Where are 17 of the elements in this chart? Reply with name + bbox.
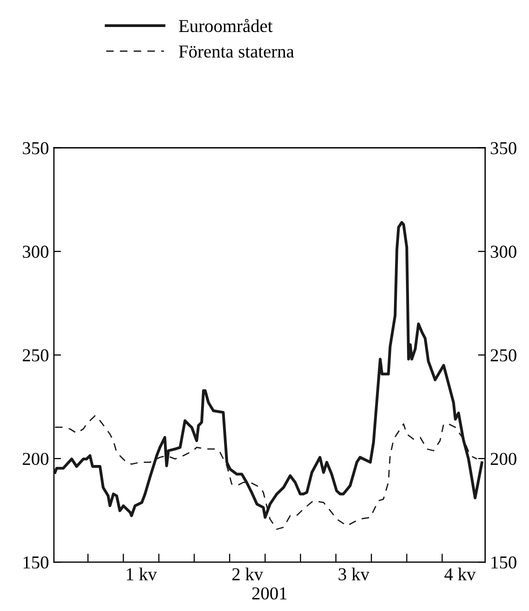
x-tick-label: 1 kv xyxy=(126,568,157,580)
y-tick-label: 300 xyxy=(22,246,48,258)
y-tick-label: 150 xyxy=(24,556,48,569)
legend-label: Euroområdet xyxy=(178,18,273,32)
y-tick-label: 200 xyxy=(22,452,48,465)
y2-tick-label: 200 xyxy=(490,452,516,465)
x-axis-title: 2001 xyxy=(252,587,286,600)
y2-tick-label: 250 xyxy=(490,349,516,362)
y-tick-label: 250 xyxy=(22,349,48,362)
x-tick-label: 2 kv xyxy=(232,568,264,580)
x-tick-label: 3 kv xyxy=(338,568,370,580)
y2-tick-label: 350 xyxy=(490,142,516,154)
y-tick-label: 350 xyxy=(22,142,48,154)
y2-tick-label: 300 xyxy=(490,246,516,258)
x-tick-label: 4 kv xyxy=(444,568,476,580)
legend-label: Förenta staterna xyxy=(178,46,294,58)
y2-tick-label: 150 xyxy=(492,556,516,569)
